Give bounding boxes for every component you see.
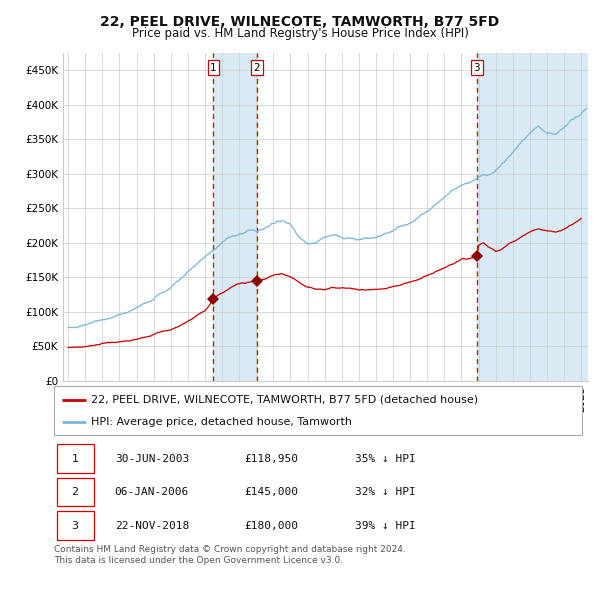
Bar (477, 53, 588, 381)
Text: 22, PEEL DRIVE, WILNECOTE, TAMWORTH, B77 5FD: 22, PEEL DRIVE, WILNECOTE, TAMWORTH, B77… (100, 15, 500, 29)
Text: 3: 3 (71, 520, 79, 530)
Text: 1: 1 (71, 454, 79, 464)
Text: 1: 1 (210, 63, 217, 73)
Text: 30-JUN-2003: 30-JUN-2003 (115, 454, 189, 464)
Text: £118,950: £118,950 (244, 454, 298, 464)
Text: £180,000: £180,000 (244, 520, 298, 530)
Text: 35% ↓ HPI: 35% ↓ HPI (355, 454, 416, 464)
Bar (56, 478, 94, 506)
Text: 06-JAN-2006: 06-JAN-2006 (115, 487, 189, 497)
Text: 32% ↓ HPI: 32% ↓ HPI (355, 487, 416, 497)
Bar (56, 444, 94, 473)
Text: HPI: Average price, detached house, Tamworth: HPI: Average price, detached house, Tamw… (91, 417, 352, 427)
Text: Contains HM Land Registry data © Crown copyright and database right 2024.: Contains HM Land Registry data © Crown c… (54, 545, 406, 554)
Text: This data is licensed under the Open Government Licence v3.0.: This data is licensed under the Open Gov… (54, 556, 343, 565)
Bar (214, 53, 257, 381)
Text: 2: 2 (71, 487, 79, 497)
Text: 22-NOV-2018: 22-NOV-2018 (115, 520, 189, 530)
Text: 3: 3 (473, 63, 480, 73)
Text: 39% ↓ HPI: 39% ↓ HPI (355, 520, 416, 530)
Bar (56, 512, 94, 540)
Text: 2: 2 (254, 63, 260, 73)
Text: £145,000: £145,000 (244, 487, 298, 497)
Text: Price paid vs. HM Land Registry's House Price Index (HPI): Price paid vs. HM Land Registry's House … (131, 27, 469, 40)
Text: 22, PEEL DRIVE, WILNECOTE, TAMWORTH, B77 5FD (detached house): 22, PEEL DRIVE, WILNECOTE, TAMWORTH, B77… (91, 395, 478, 405)
